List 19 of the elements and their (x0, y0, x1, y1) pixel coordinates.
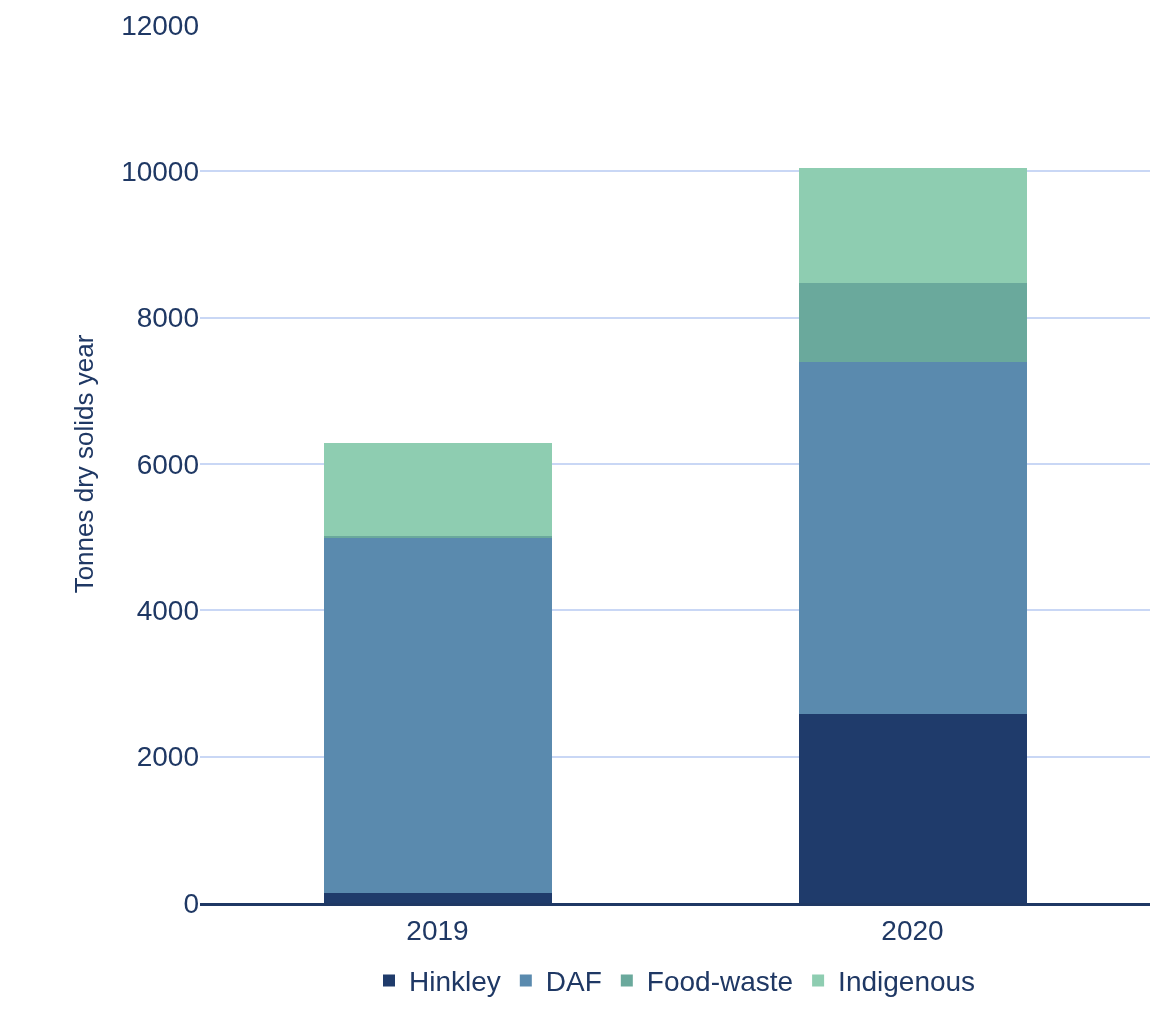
legend-label: Hinkley (409, 966, 501, 998)
y-tick-label: 12000 (121, 9, 199, 41)
legend-label: Food-waste (646, 966, 794, 998)
y-tick-label: 0 (183, 887, 199, 919)
x-tick-label: 2020 (881, 914, 944, 946)
bar (323, 442, 552, 537)
x-tick-label: 2019 (406, 914, 469, 946)
legend-label: Indigenous (838, 966, 976, 998)
y-tick-label: 2000 (136, 741, 199, 773)
legend-label: DAF (545, 966, 602, 998)
y-tick-label: 4000 (136, 595, 199, 627)
bar (323, 537, 552, 893)
y-tick-label: 8000 (136, 302, 199, 334)
bar (798, 283, 1027, 363)
y-tick-label: 6000 (136, 448, 199, 480)
y-tick-label: 10000 (121, 156, 199, 188)
y-axis-title: Tonnes dry solids year (68, 334, 99, 594)
bar (798, 167, 1027, 284)
bar (798, 362, 1027, 715)
